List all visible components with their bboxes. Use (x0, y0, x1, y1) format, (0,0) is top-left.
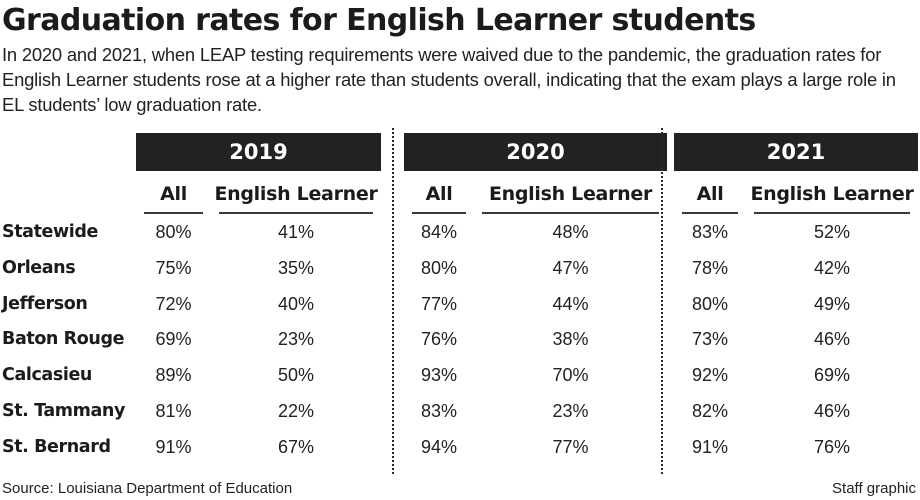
row-label: Baton Rouge (2, 329, 125, 350)
data-cell: 49% (813, 293, 851, 314)
column-header-english-learner: English Learner (214, 183, 378, 205)
table-row: St. Tammany 81% 22% 83% 23% 82% 46% (0, 393, 920, 429)
data-cell: 41% (277, 222, 315, 242)
data-cell: 94% (420, 436, 458, 457)
data-cell: 44% (552, 293, 589, 314)
chart-title: Graduation rates for English Learner stu… (2, 3, 756, 38)
column-underline (482, 212, 659, 214)
source-note: Source: Louisiana Department of Educatio… (2, 480, 293, 497)
data-cell: 77% (552, 436, 589, 457)
data-cell: 46% (813, 401, 851, 421)
data-cell: 22% (277, 401, 315, 421)
table-row: Orleans 75% 35% 80% 47% 78% 42% (0, 250, 920, 286)
row-label: Statewide (2, 222, 98, 242)
column-underline (144, 212, 203, 214)
data-cell: 42% (813, 257, 851, 278)
data-cell: 52% (813, 222, 851, 242)
column-header-all: All (425, 183, 453, 205)
column-header-all: All (160, 183, 187, 205)
data-cell: 92% (691, 365, 729, 386)
data-cell: 69% (813, 365, 851, 386)
data-cell: 89% (155, 365, 192, 386)
staff-credit: Staff graphic (832, 480, 916, 497)
table-row: Baton Rouge 69% 23% 76% 38% 73% 46% (0, 321, 920, 357)
table-row: Calcasieu 89% 50% 93% 70% 92% 69% (0, 357, 920, 393)
row-label: Jefferson (2, 293, 88, 314)
data-cell: 91% (155, 436, 192, 457)
column-header-english-learner: English Learner (488, 183, 653, 205)
year-header-2021: 2021 (674, 133, 918, 171)
data-cell: 81% (155, 401, 192, 421)
column-header-all: All (696, 183, 724, 205)
row-label: St. Tammany (2, 401, 125, 421)
data-cell: 72% (155, 293, 192, 314)
data-cell: 23% (552, 401, 589, 421)
year-header-2020: 2020 (404, 133, 667, 171)
data-cell: 69% (155, 329, 192, 350)
data-cell: 50% (277, 365, 315, 386)
data-cell: 70% (552, 365, 589, 386)
dotted-divider (661, 128, 663, 474)
column-underline (682, 212, 738, 214)
data-cell: 84% (420, 222, 458, 242)
data-cell: 40% (277, 293, 315, 314)
data-cell: 76% (420, 329, 458, 350)
data-cell: 93% (420, 365, 458, 386)
data-cell: 82% (691, 401, 729, 421)
table-row: St. Bernard 91% 67% 94% 77% 91% 76% (0, 429, 920, 465)
data-cell: 75% (155, 257, 192, 278)
row-label: Calcasieu (2, 365, 92, 386)
data-cell: 83% (691, 222, 729, 242)
data-cell: 23% (277, 329, 315, 350)
column-underline (219, 212, 373, 214)
data-cell: 77% (420, 293, 458, 314)
data-cell: 67% (277, 436, 315, 457)
data-cell: 78% (691, 257, 729, 278)
data-cell: 35% (277, 257, 315, 278)
column-underline (412, 212, 466, 214)
table-row: Statewide 80% 41% 84% 48% 83% 52% (0, 214, 920, 250)
data-cell: 80% (691, 293, 729, 314)
year-header-2019: 2019 (136, 133, 381, 171)
data-cell: 47% (552, 257, 589, 278)
data-cell: 73% (691, 329, 729, 350)
table-row: Jefferson 72% 40% 77% 44% 80% 49% (0, 286, 920, 322)
column-header-english-learner: English Learner (750, 183, 914, 205)
dotted-divider (392, 128, 394, 474)
column-underline (754, 212, 910, 214)
data-cell: 80% (155, 222, 192, 242)
chart-subtitle: In 2020 and 2021, when LEAP testing requ… (2, 44, 896, 115)
data-cell: 76% (813, 436, 851, 457)
data-cell: 48% (552, 222, 589, 242)
data-cell: 46% (813, 329, 851, 350)
row-label: Orleans (2, 257, 76, 278)
data-cell: 83% (420, 401, 458, 421)
data-cell: 80% (420, 257, 458, 278)
row-label: St. Bernard (2, 436, 111, 457)
data-cell: 91% (691, 436, 729, 457)
data-cell: 38% (552, 329, 589, 350)
